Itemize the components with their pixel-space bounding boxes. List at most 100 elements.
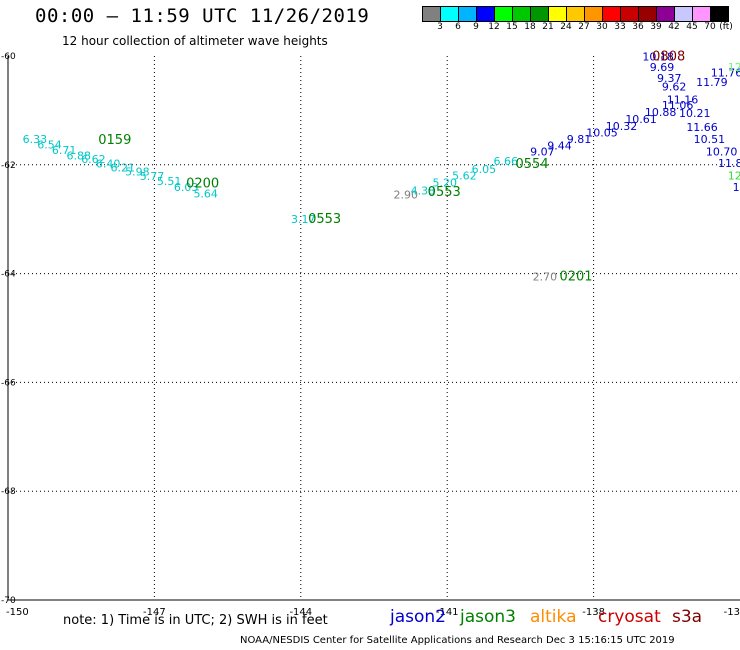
wave-height-label: 6.21 [110,161,135,174]
wave-height-label: 11.76 [711,67,740,80]
color-scale-label: 12 [488,22,500,32]
wave-height-label: 2.90 [394,189,419,202]
color-scale-label: 27 [578,22,590,32]
wave-height-label: 9.44 [547,140,572,153]
wave-height-label: 5.64 [193,187,218,200]
wave-height-label: 9.81 [567,133,592,146]
color-scale-label: 70 [704,22,716,32]
wave-height-label: 6.33 [23,133,48,146]
wave-height-label: 10.51 [694,133,726,146]
wave-height-label: 6.62 [81,153,106,166]
wave-height-label: 9.07 [530,146,555,159]
wave-height-label: 6.54 [37,138,62,151]
color-scale-label: 18 [524,22,536,32]
time-label: 0200 [186,177,219,192]
time-label: 0808 [652,49,685,64]
color-swatch [441,7,459,21]
wave-height-label: 11. [733,181,740,194]
color-scale-bar [422,6,729,22]
color-swatch [657,7,675,21]
wave-height-label: 6.66 [494,155,519,168]
color-scale-label: 9 [473,22,479,32]
wave-height-label: 11.84 [718,157,740,170]
wave-height-label: 5.77 [140,170,165,183]
color-swatch [693,7,711,21]
wave-height-label: 12.0 [728,61,740,74]
color-scale-label: 24 [560,22,572,32]
color-scale-label: 36 [632,22,644,32]
x-tick-label: -150 [6,607,29,618]
time-label: 0553 [428,185,461,200]
wave-height-label: 11.79 [696,76,728,89]
color-scale-label: 45 [686,22,698,32]
legend-jason3: jason3 [460,607,516,627]
color-scale-label: 15 [506,22,518,32]
wave-height-label: 6.40 [96,158,121,171]
x-tick-label: -13 [724,607,740,618]
wave-height-label: 6.03 [174,181,199,194]
x-tick-label: -141 [436,607,459,618]
time-label: 0554 [516,157,549,172]
wave-height-label: 6.71 [52,144,77,157]
wave-height-label: 5.62 [452,169,477,182]
y-tick-label: -66 [1,378,16,388]
color-swatch [477,7,495,21]
wave-height-label: 10.18 [642,50,674,63]
y-tick-label: -70 [1,596,16,606]
color-scale-label: 42 [668,22,680,32]
y-tick-label: -60 [1,52,16,62]
chart-subtitle: 12 hour collection of altimeter wave hei… [62,34,328,48]
wave-height-label: 9.62 [662,80,687,93]
color-swatch [459,7,477,21]
wave-height-label: 10.21 [679,107,711,120]
time-label: 0553 [308,212,341,227]
x-tick-label: -147 [143,607,166,618]
color-swatch [621,7,639,21]
x-tick-label: -138 [582,607,605,618]
color-swatch [423,7,441,21]
wave-height-label: 11.66 [686,121,718,134]
wave-height-label: 10.70 [706,146,738,159]
credit-line: NOAA/NESDIS Center for Satellite Applica… [240,635,675,646]
wave-height-label: 11.06 [662,99,694,112]
color-swatch [531,7,549,21]
wave-height-label: 3.17 [291,213,316,226]
legend-altika: altika [530,607,577,627]
wave-height-label: 6.05 [472,163,497,176]
y-tick-label: -68 [1,487,16,497]
wave-height-label: 11.16 [667,93,699,106]
color-scale-label: 30 [596,22,608,32]
color-scale-label: 39 [650,22,662,32]
wave-height-label: 6.88 [67,149,92,162]
color-scale-label: 33 [614,22,626,32]
wave-height-label: 12.1 [728,169,740,182]
color-swatch [513,7,531,21]
color-swatch [675,7,693,21]
color-swatch [495,7,513,21]
color-scale-label: 3 [437,22,443,32]
wave-height-label: 5.20 [433,177,458,190]
wave-height-label: 2.70 [533,271,558,284]
note-text: note: 1) Time is in UTC; 2) SWH is in fe… [63,613,328,628]
wave-height-label: 9.69 [650,61,675,74]
color-swatch [711,7,728,21]
wave-height-label: 10.05 [586,127,618,140]
time-label: 0159 [98,133,131,148]
color-swatch [639,7,657,21]
color-scale-label: 21 [542,22,554,32]
wave-height-label: 10.88 [645,106,677,119]
legend-s3a: s3a [672,607,703,627]
wave-height-label: 10.61 [625,113,657,126]
color-swatch [603,7,621,21]
color-scale-label: (ft) [719,22,733,32]
chart-title: 00:00 – 11:59 UTC 11/26/2019 [35,5,370,27]
x-tick-label: -144 [289,607,312,618]
color-swatch [567,7,585,21]
color-swatch [585,7,603,21]
wave-height-label: 4.38 [411,185,436,198]
color-swatch [549,7,567,21]
time-label: 0201 [559,270,592,285]
color-scale-labels: 3 6 9 12 15 18 21 24 27 30 33 36 39 42 45 70 (ft) [422,22,740,34]
wave-height-label: 5.98 [125,166,149,179]
